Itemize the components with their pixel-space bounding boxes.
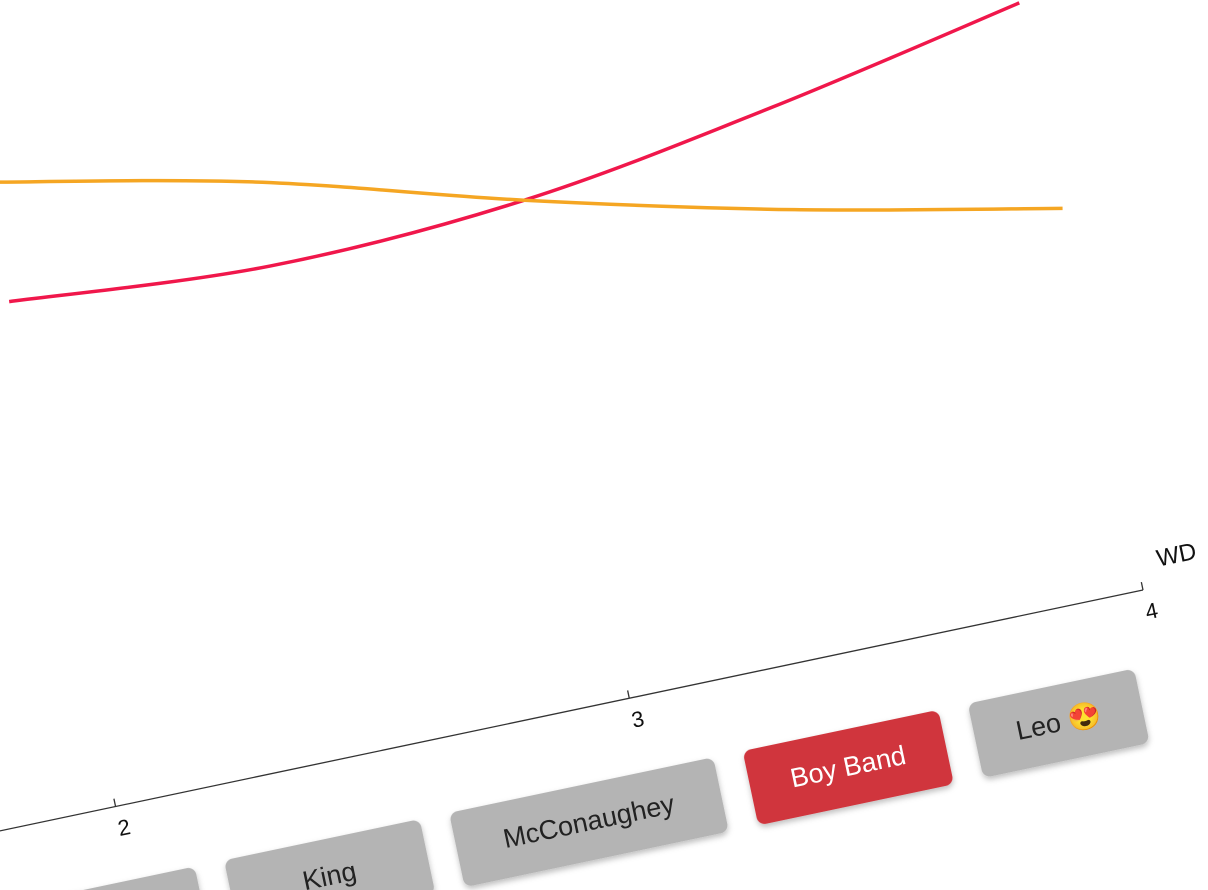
button[interactable]: McConaughey	[449, 757, 729, 887]
tick-mark	[1140, 582, 1144, 591]
button-bg	[225, 820, 434, 890]
button-bg	[969, 670, 1149, 777]
x-axis	[0, 589, 1144, 862]
x-tick-label: 4	[1143, 598, 1160, 625]
button-bg	[450, 758, 728, 886]
button[interactable]	[0, 866, 210, 890]
button-bg	[0, 867, 209, 890]
tick-mark	[113, 798, 117, 807]
button-bg	[744, 711, 953, 824]
button[interactable]: Boy Band	[743, 710, 954, 826]
button[interactable]: Leo 😍	[968, 669, 1150, 778]
x-tick-label: 3	[629, 706, 646, 733]
button[interactable]: King	[224, 819, 435, 890]
x-tick-label: 2	[116, 814, 133, 841]
tick-mark	[626, 690, 630, 699]
x-axis-label: WD	[1154, 538, 1199, 573]
line-series	[8, 1, 1020, 304]
line-series	[0, 178, 1063, 212]
